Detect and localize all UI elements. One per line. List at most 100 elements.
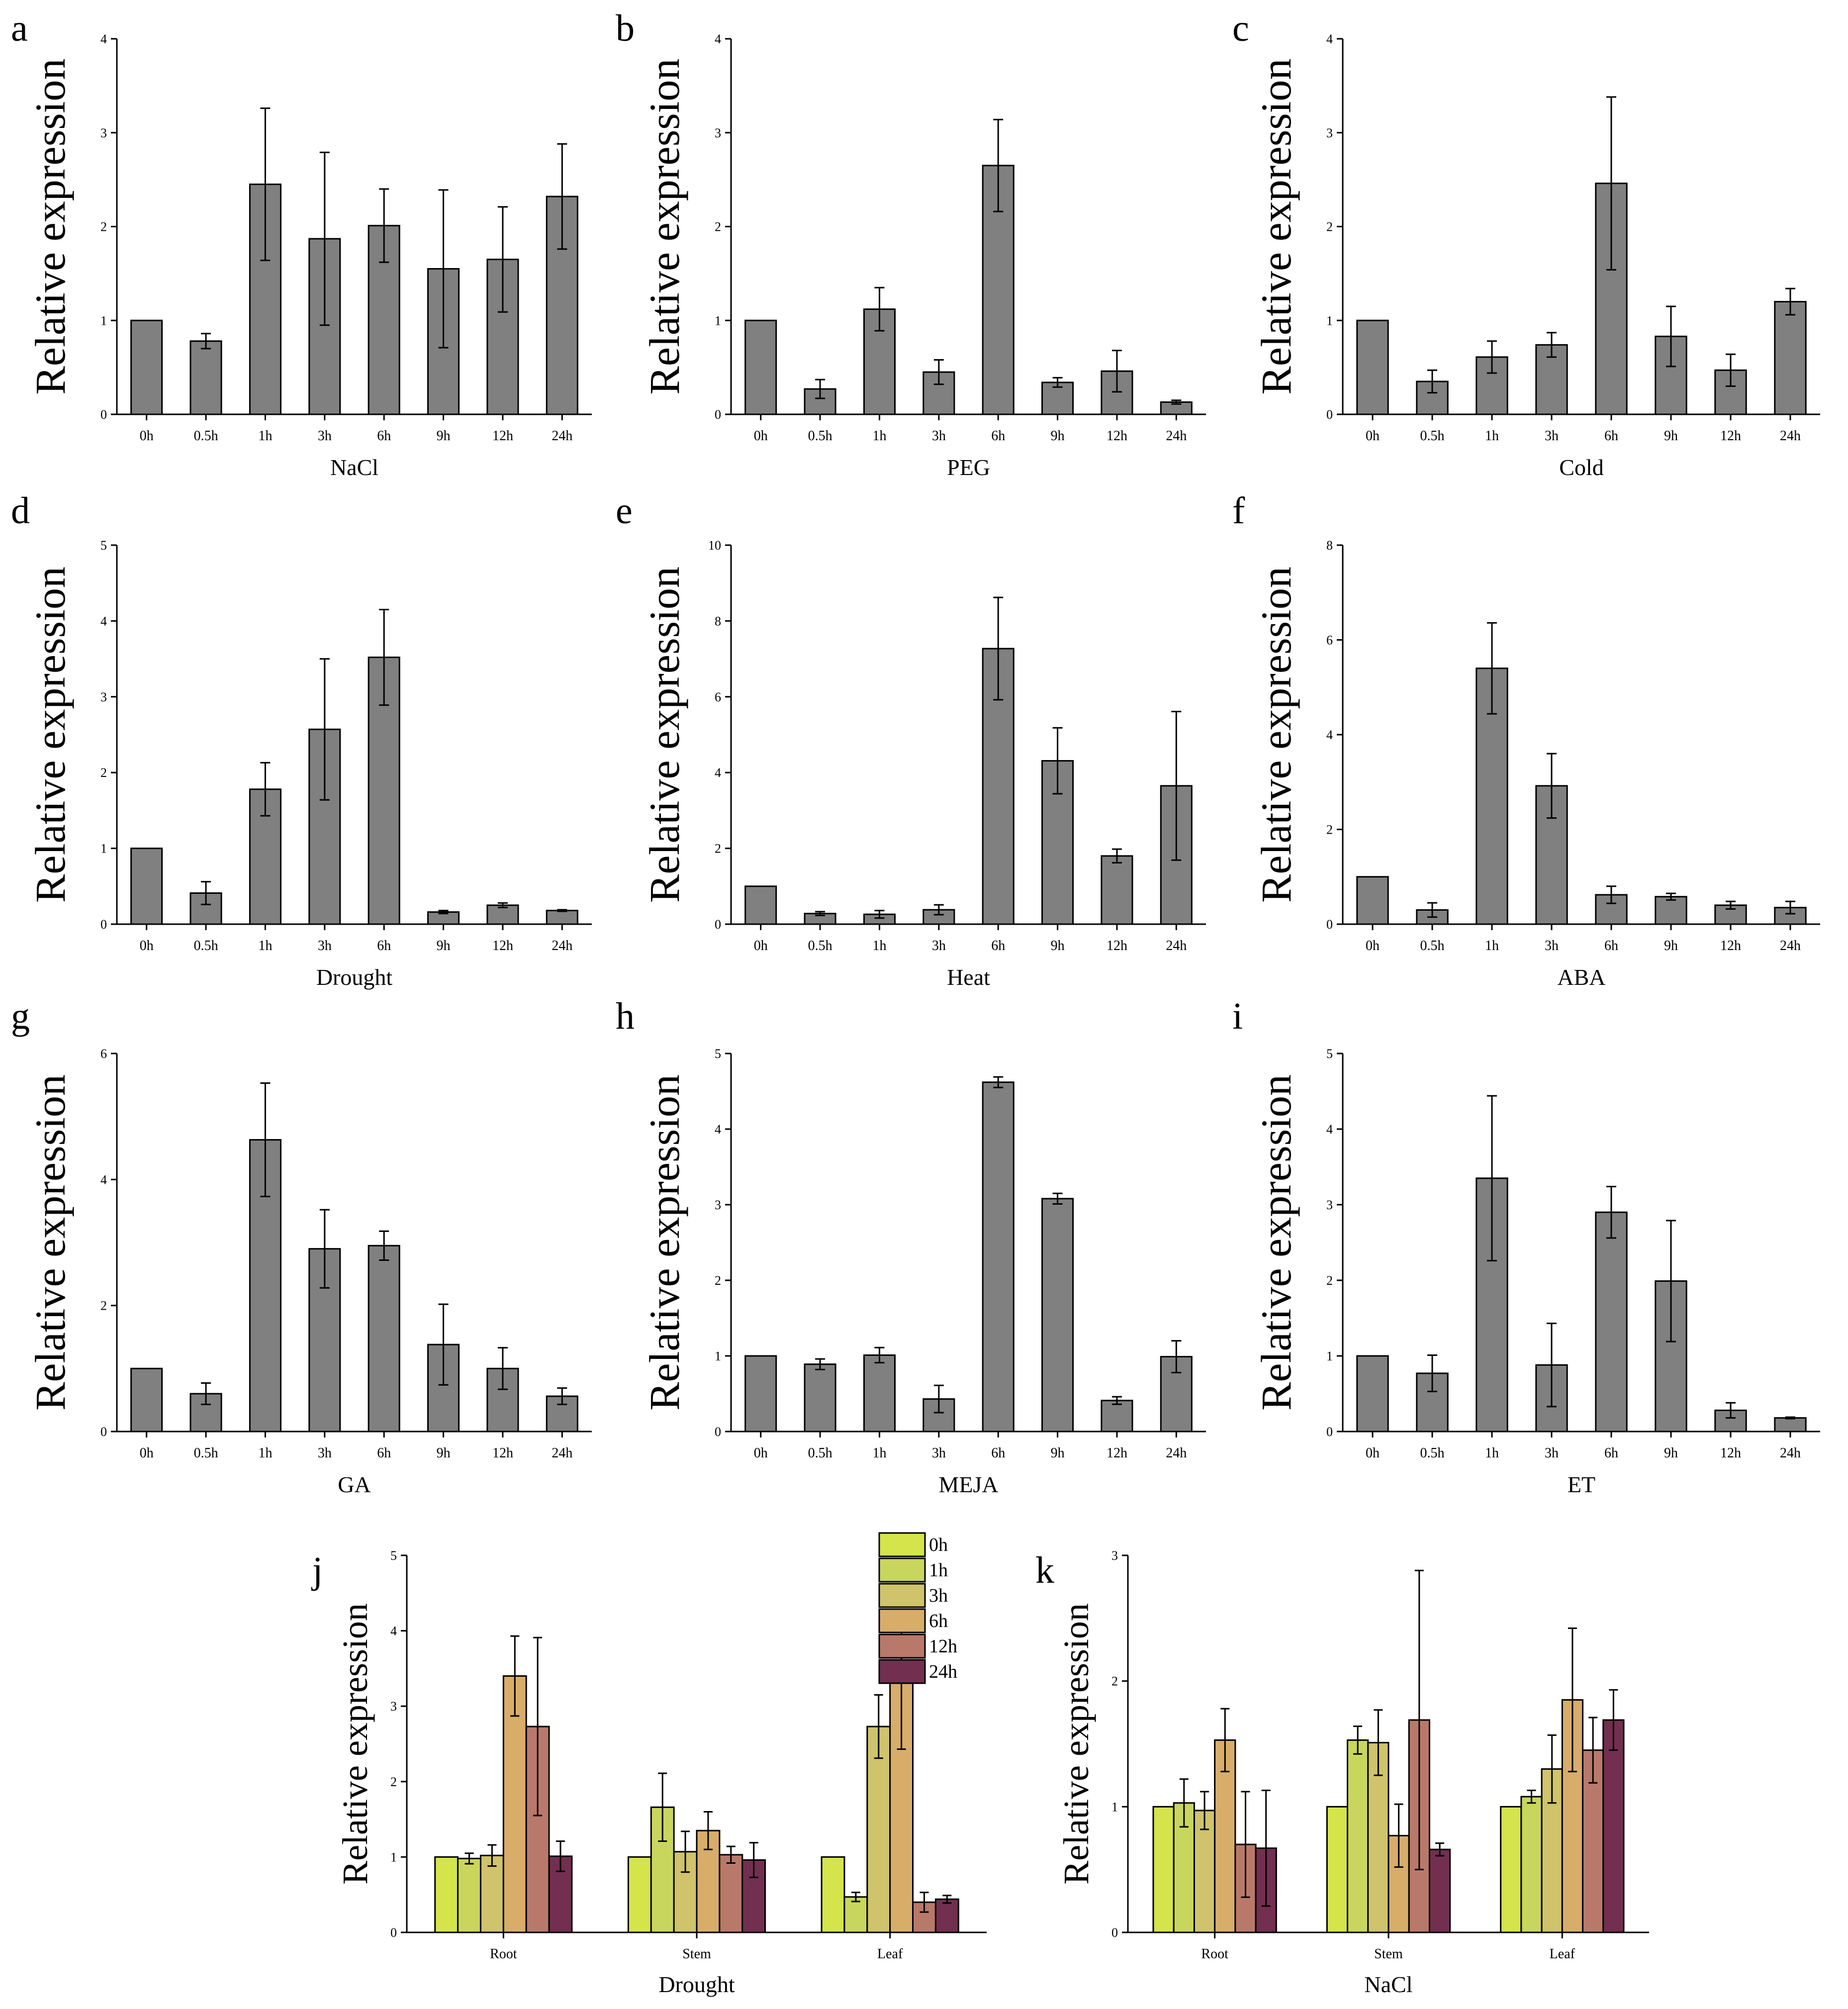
panel-b: 0 1 2 3 4 0h 0.5h 1h 3h 6h 9h 12h 24h PEG Relative exp… [616,7,1206,480]
x-tick-label: 0.5h [808,428,832,444]
y-tick-label: 3 [715,126,721,140]
y-tick-label: 5 [1326,1047,1333,1061]
x-tick-label: 0.5h [194,938,218,954]
bar-0h [1356,876,1389,925]
panel-label: k [1035,1549,1054,1591]
panel-label: j [311,1549,323,1591]
x-tick-label: Stem [682,1946,711,1962]
y-tick-label: 0 [390,1925,397,1940]
x-tick-label: 6h [377,938,391,954]
x-axis-title: NaCl [1364,1972,1412,1997]
x-tick-label: 6h [1604,428,1618,444]
y-axis-title: Relative expression [1252,567,1300,903]
x-tick-label: 24h [1166,1445,1187,1461]
x-tick-label: 24h [552,428,572,444]
panel-c: 0 1 2 3 4 0h 0.5h 1h 3h 6h 9h 12h 24h Cold Relative ex… [1232,7,1820,480]
y-axis-title: Relative expression [641,567,688,903]
bar-6h [1595,1211,1628,1433]
bar-0h [1356,319,1389,415]
bar-Leaf-0h [821,1856,845,1933]
y-tick-label: 8 [1326,538,1333,553]
y-tick-label: 2 [100,220,107,234]
x-tick-label: 6h [991,428,1005,444]
bar-Stem-12h [719,1854,743,1933]
x-tick-label: 24h [552,938,572,954]
y-tick-label: 1 [715,313,721,328]
y-tick-label: 1 [100,842,107,856]
y-tick-label: 4 [715,1122,721,1137]
x-axis-title: ABA [1557,964,1605,990]
panel-i: 0 1 2 3 4 5 0h 0.5h 1h 3h 6h 9h 12h 24h ET Relative exp… [1232,995,1820,1497]
bar-6h [982,1081,1015,1433]
panel-j: 0 1 2 3 4 5 Root Stem Leaf 0h 1h 3h 6h 12h 24h Drought R… [311,1532,987,1997]
y-tick-label: 5 [100,538,107,553]
x-tick-label: 6h [377,428,391,444]
y-tick-label: 3 [1111,1548,1118,1563]
x-tick-label: 0h [140,1445,154,1461]
y-tick-label: 2 [715,1273,721,1288]
x-tick-label: 9h [1664,428,1678,444]
legend-label-1h: 1h [929,1560,948,1581]
y-tick-label: 3 [1326,126,1333,140]
bar-Leaf-1h [843,1896,868,1933]
x-tick-label: 9h [1664,938,1678,954]
x-tick-label: 9h [1051,1445,1065,1461]
x-tick-label: 0h [140,938,154,954]
y-tick-label: 6 [100,1047,107,1061]
x-tick-label: 0h [140,428,154,444]
x-tick-label: Leaf [1550,1946,1575,1962]
x-tick-label: 1h [872,428,886,444]
legend-swatch-24h [878,1659,926,1684]
y-tick-label: 0 [1326,917,1333,932]
x-tick-label: 24h [1166,428,1187,444]
legend-label-0h: 0h [929,1534,948,1555]
x-tick-label: 6h [991,938,1005,954]
legend-swatch-0h [878,1532,926,1557]
y-tick-label: 1 [1326,313,1333,328]
bar-0h [744,1355,777,1433]
x-tick-label: 0h [1366,938,1380,954]
panel-label: f [1232,490,1245,532]
bar-Root-0h [434,1856,459,1933]
legend-swatch-1h [878,1557,926,1583]
y-axis-title: Relative expression [1056,1603,1096,1885]
x-tick-label: 0.5h [1420,1445,1445,1461]
y-tick-label: 4 [715,32,721,46]
y-tick-label: 4 [715,765,721,780]
panel-a: 0 1 2 3 4 0h 0.5h 1h 3h 6h 9h 12h 24h NaCl Relative ex… [11,7,592,480]
y-tick-label: 4 [390,1624,397,1638]
y-tick-label: 4 [1326,32,1333,46]
bar-0h [744,885,777,925]
panel-label: c [1232,7,1249,49]
y-tick-label: 2 [1326,220,1333,234]
panel-d: 0 1 2 3 4 5 0h 0.5h 1h 3h 6h 9h 12h 24h Drought Relativ… [11,490,592,990]
x-tick-label: 6h [377,1445,391,1461]
x-tick-label: 0.5h [1420,938,1445,954]
x-tick-label: 1h [258,1445,272,1461]
y-tick-label: 0 [1111,1925,1118,1940]
panel-label: b [616,7,635,49]
y-tick-label: 2 [100,1299,107,1313]
y-tick-label: 3 [1326,1198,1333,1212]
y-axis-title: Relative expression [641,1074,688,1411]
x-tick-label: 6h [991,1445,1005,1461]
x-tick-label: 12h [1720,1445,1741,1461]
x-tick-label: 3h [1545,428,1559,444]
y-tick-label: 2 [100,765,107,780]
x-tick-label: 3h [1545,938,1559,954]
x-tick-label: 3h [318,428,332,444]
x-tick-label: 9h [1051,938,1065,954]
bar-Root-1h [457,1857,481,1933]
x-tick-label: 0.5h [194,1445,218,1461]
panel-label: d [11,490,30,532]
x-tick-label: 0h [754,428,768,444]
y-tick-label: 0 [715,917,721,932]
y-tick-label: 8 [715,614,721,628]
x-tick-label: 0h [754,1445,768,1461]
x-tick-label: 3h [1545,1445,1559,1461]
x-tick-label: 12h [492,1445,513,1461]
y-tick-label: 0 [1326,407,1333,422]
panel-label: a [11,7,28,49]
x-tick-label: 3h [318,1445,332,1461]
